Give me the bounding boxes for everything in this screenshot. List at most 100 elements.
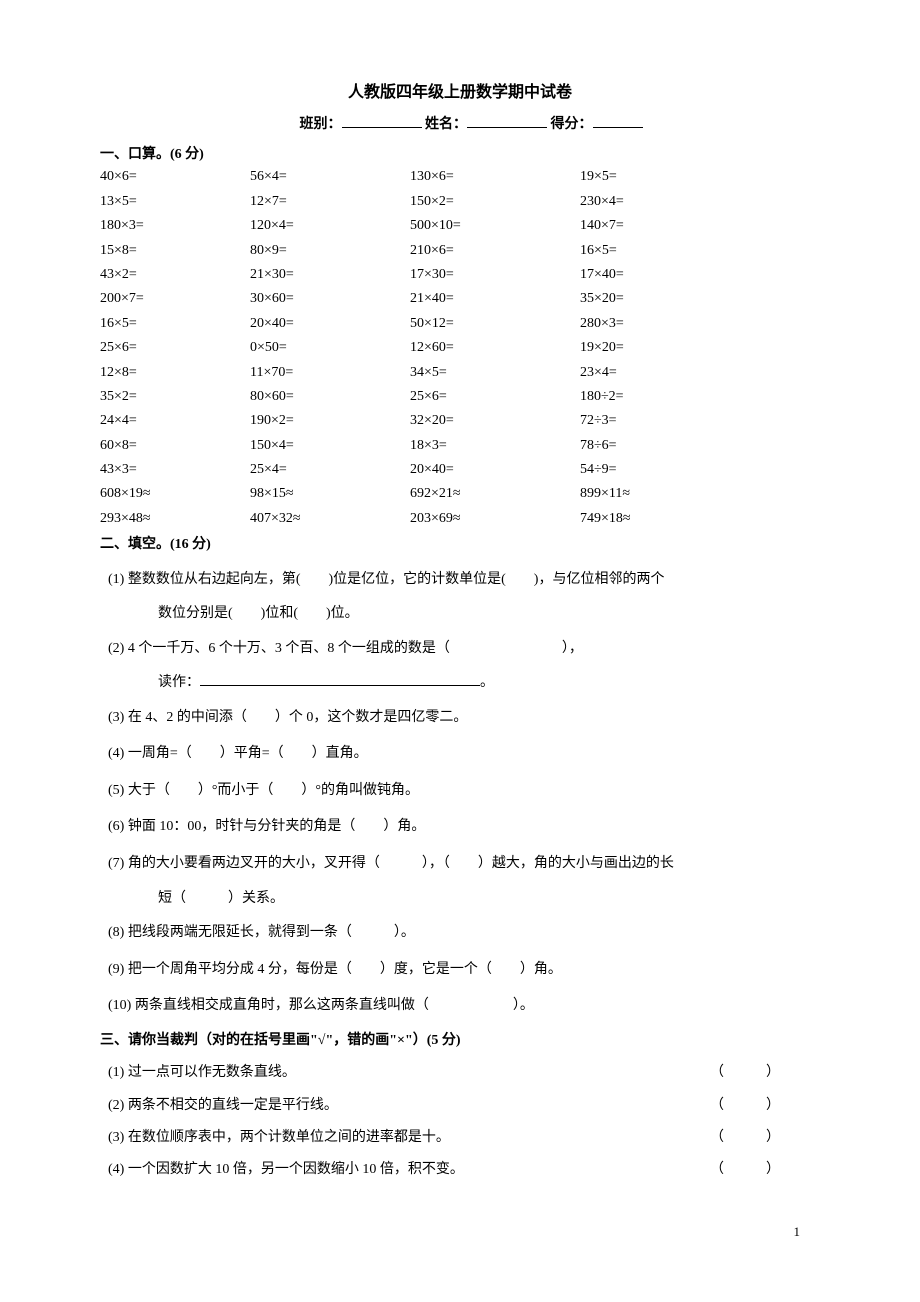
judge-text: (2) 两条不相交的直线一定是平行线。 [108,1095,710,1117]
calc-cell: 293×48≈ [100,508,250,530]
judge-item: (3) 在数位顺序表中，两个计数单位之间的进率都是十。（ ） [108,1127,820,1149]
calc-cell: 130×6= [410,166,580,188]
calc-cell: 17×40= [580,264,740,286]
calc-cell: 20×40= [410,459,580,481]
calc-cell: 43×3= [100,459,250,481]
calc-cell: 16×5= [100,313,250,335]
calc-cell: 32×20= [410,410,580,432]
judge-item: (4) 一个因数扩大 10 倍，另一个因数缩小 10 倍，积不变。（ ） [108,1159,820,1181]
calc-cell: 19×20= [580,337,740,359]
calc-cell: 15×8= [100,240,250,262]
answer-blank[interactable] [200,672,480,686]
calc-cell: 20×40= [250,313,410,335]
calc-cell: 56×4= [250,166,410,188]
name-blank[interactable] [467,114,547,128]
fill-blank-item: (2) 4 个一千万、6 个十万、3 个百、8 个一组成的数是（ ）， [108,636,820,663]
calc-cell: 12×7= [250,191,410,213]
fill-blank-item: (3) 在 4、2 的中间添（ ）个 0，这个数才是四亿零二。 [108,705,820,732]
fill-blank-continuation: 读作：。 [108,672,820,694]
calc-cell: 407×32≈ [250,508,410,530]
calc-cell: 11×70= [250,362,410,384]
calc-cell: 19×5= [580,166,740,188]
calc-cell: 230×4= [580,191,740,213]
fill-blank-item: (6) 钟面 10：00，时针与分针夹的角是（ ）角。 [108,814,820,841]
fill-blank-list: (1) 整数数位从右边起向左，第( )位是亿位，它的计数单位是( )，与亿位相邻… [100,567,820,1020]
page-number: 1 [100,1222,820,1243]
calc-cell: 34×5= [410,362,580,384]
section2-title: 二、填空。(16 分) [100,534,820,556]
calc-cell: 54÷9= [580,459,740,481]
calc-cell: 40×6= [100,166,250,188]
calc-cell: 280×3= [580,313,740,335]
calc-cell: 43×2= [100,264,250,286]
name-label: 姓名： [425,117,467,132]
calc-cell: 25×6= [410,386,580,408]
calc-cell: 24×4= [100,410,250,432]
calc-cell: 21×40= [410,288,580,310]
score-blank[interactable] [593,114,643,128]
calc-cell: 60×8= [100,435,250,457]
judge-text: (4) 一个因数扩大 10 倍，另一个因数缩小 10 倍，积不变。 [108,1159,710,1181]
calc-cell: 23×4= [580,362,740,384]
judge-paren[interactable]: （ ） [710,1095,820,1117]
calc-cell: 180÷2= [580,386,740,408]
fill-blank-item: (4) 一周角=（ ）平角=（ ）直角。 [108,741,820,768]
calc-cell: 140×7= [580,215,740,237]
calc-cell: 98×15≈ [250,483,410,505]
calc-cell: 80×60= [250,386,410,408]
judge-paren[interactable]: （ ） [710,1062,820,1084]
fill-blank-item: (7) 角的大小要看两边叉开的大小，叉开得（ ），（ ）越大，角的大小与画出边的… [108,851,820,878]
calc-cell: 150×2= [410,191,580,213]
calc-cell: 210×6= [410,240,580,262]
calc-cell: 17×30= [410,264,580,286]
calc-cell: 749×18≈ [580,508,740,530]
judge-text: (1) 过一点可以作无数条直线。 [108,1062,710,1084]
calc-cell: 50×12= [410,313,580,335]
judge-list: (1) 过一点可以作无数条直线。（ ）(2) 两条不相交的直线一定是平行线。（ … [100,1062,820,1182]
section1-title: 一、口算。(6 分) [100,144,820,166]
calc-cell: 190×2= [250,410,410,432]
calc-cell: 203×69≈ [410,508,580,530]
calc-cell: 16×5= [580,240,740,262]
score-label: 得分： [551,117,593,132]
calc-cell: 72÷3= [580,410,740,432]
fill-blank-item: (10) 两条直线相交成直角时，那么这两条直线叫做（ ）。 [108,993,820,1020]
judge-paren[interactable]: （ ） [710,1127,820,1149]
calc-cell: 120×4= [250,215,410,237]
judge-item: (2) 两条不相交的直线一定是平行线。（ ） [108,1095,820,1117]
class-blank[interactable] [342,114,422,128]
calc-cell: 12×60= [410,337,580,359]
calc-cell: 899×11≈ [580,483,740,505]
exam-title: 人教版四年级上册数学期中试卷 [100,80,820,106]
calc-cell: 13×5= [100,191,250,213]
calc-grid: 40×6=56×4=130×6=19×5= 13×5=12×7=150×2=230… [100,166,820,530]
calc-cell: 608×19≈ [100,483,250,505]
calc-cell: 25×4= [250,459,410,481]
judge-item: (1) 过一点可以作无数条直线。（ ） [108,1062,820,1084]
calc-cell: 35×20= [580,288,740,310]
fill-blank-item: (9) 把一个周角平均分成 4 分，每份是（ ）度，它是一个（ ）角。 [108,957,820,984]
calc-cell: 12×8= [100,362,250,384]
fill-blank-continuation: 短（ ）关系。 [108,888,820,910]
calc-cell: 80×9= [250,240,410,262]
judge-text: (3) 在数位顺序表中，两个计数单位之间的进率都是十。 [108,1127,710,1149]
calc-cell: 18×3= [410,435,580,457]
calc-cell: 78÷6= [580,435,740,457]
calc-cell: 35×2= [100,386,250,408]
calc-cell: 0×50= [250,337,410,359]
calc-cell: 21×30= [250,264,410,286]
calc-cell: 200×7= [100,288,250,310]
calc-cell: 500×10= [410,215,580,237]
calc-cell: 150×4= [250,435,410,457]
fill-blank-item: (1) 整数数位从右边起向左，第( )位是亿位，它的计数单位是( )，与亿位相邻… [108,567,820,594]
judge-paren[interactable]: （ ） [710,1159,820,1181]
calc-cell: 180×3= [100,215,250,237]
calc-cell: 30×60= [250,288,410,310]
calc-cell: 692×21≈ [410,483,580,505]
fill-blank-item: (8) 把线段两端无限延长，就得到一条（ ）。 [108,920,820,947]
header-fields: 班别： 姓名： 得分： [100,114,820,136]
class-label: 班别： [278,117,342,132]
fill-blank-item: (5) 大于（ ）°而小于（ ）°的角叫做钝角。 [108,778,820,805]
section3-title: 三、请你当裁判（对的在括号里画"√"，错的画"×"）(5 分) [100,1030,820,1052]
calc-cell: 25×6= [100,337,250,359]
